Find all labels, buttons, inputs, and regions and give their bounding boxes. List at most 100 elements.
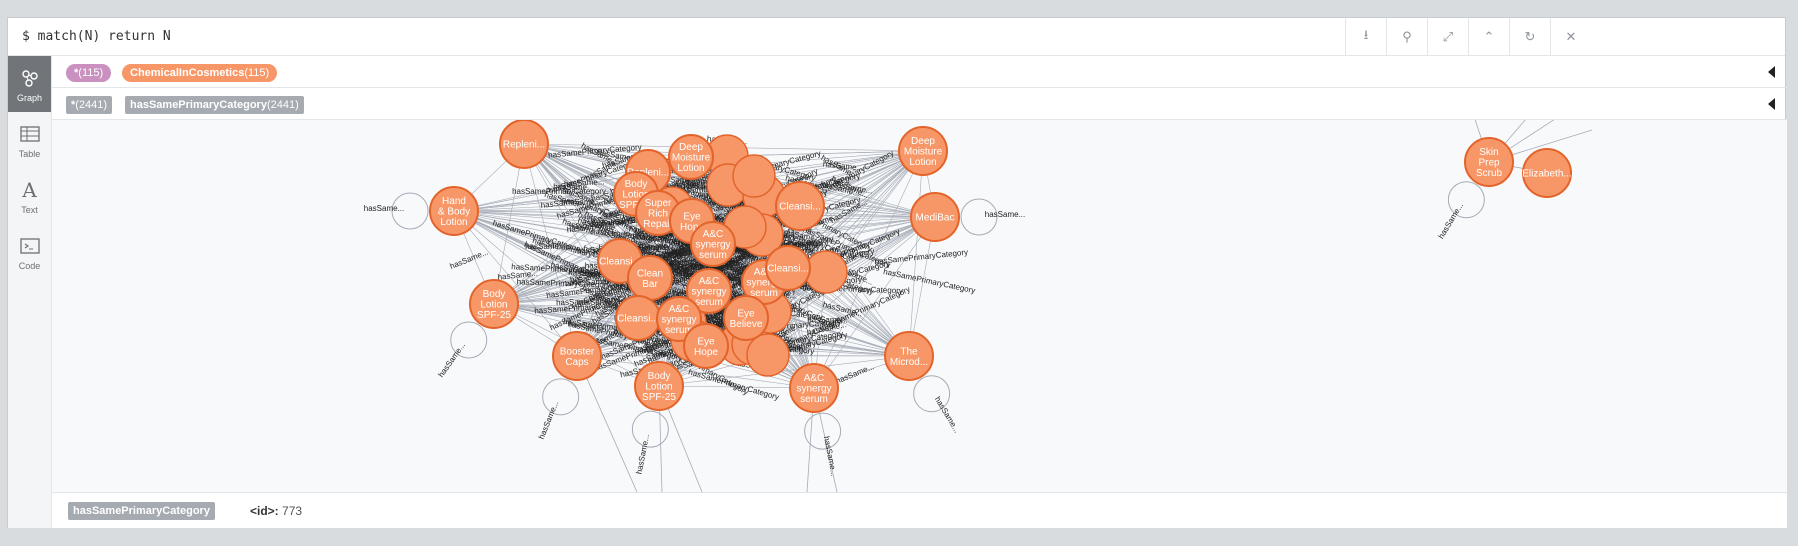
graph-edge[interactable] — [767, 150, 924, 356]
graph-node-caption: serum — [800, 394, 828, 405]
graph-edge[interactable] — [763, 281, 910, 357]
graph-node-caption: Body — [625, 179, 648, 190]
legend-node-chemicalincosmetics[interactable]: ChemicalInCosmetics(115) — [122, 64, 278, 82]
graph-edge[interactable] — [453, 210, 578, 357]
legend-node-all[interactable]: *(115) — [66, 64, 112, 82]
graph-svg[interactable]: hasSame... hasSame... hasSame... hasSame...… — [52, 120, 1787, 492]
graph-node[interactable]: Repleni... — [499, 120, 549, 169]
graph-self-loop[interactable] — [960, 198, 998, 236]
graph-canvas[interactable]: hasSame... hasSame... hasSame... hasSame...… — [52, 120, 1787, 492]
graph-node-caption: Skin — [1479, 147, 1498, 158]
status-id: <id>: 773 — [250, 504, 302, 518]
graph-node-caption: Bar — [642, 279, 658, 290]
graph-edge[interactable] — [908, 150, 924, 357]
graph-node-background[interactable] — [804, 250, 848, 294]
graph-node[interactable]: MediBac — [910, 192, 960, 242]
graph-edge[interactable] — [658, 355, 910, 387]
graph-node-caption: Eye — [683, 211, 701, 222]
collapse-legend-caret-icon[interactable] — [1768, 98, 1775, 110]
sidebar-item-label: Graph — [16, 92, 42, 103]
graph-edge[interactable] — [799, 205, 815, 389]
collapse-legend-caret-icon[interactable] — [1768, 66, 1775, 78]
fullscreen-button[interactable]: ⤢ — [1427, 18, 1468, 55]
graph-self-loop[interactable] — [542, 378, 580, 416]
refresh-icon: ↻ — [1524, 28, 1536, 44]
sidebar-item-table[interactable]: Table — [8, 112, 51, 168]
collapse-button[interactable]: ⌃ — [1468, 18, 1509, 55]
graph-edge[interactable] — [453, 210, 621, 262]
query-text[interactable]: $ match(N) return N — [22, 29, 171, 44]
graph-node[interactable]: Cleansi... — [775, 181, 825, 231]
rerun-button[interactable]: ↻ — [1509, 18, 1550, 55]
graph-edge[interactable] — [493, 143, 525, 305]
graph-node-caption: Rich — [648, 209, 668, 220]
graph-edge[interactable] — [493, 155, 728, 305]
graph-edge[interactable] — [453, 210, 660, 387]
graph-node-background[interactable] — [746, 333, 790, 377]
graph-node-caption: Lotion — [480, 300, 507, 311]
graph-edge-label: hasSame... — [807, 316, 847, 325]
graph-node[interactable]: TheMicrod... — [884, 331, 934, 381]
graph-node[interactable]: Cleansi... — [615, 295, 661, 341]
close-button[interactable]: ✕ — [1550, 18, 1591, 55]
graph-self-loop[interactable] — [804, 412, 842, 450]
graph-node[interactable]: Elizabeth... — [1522, 148, 1572, 198]
graph-node[interactable]: Cleansi... — [765, 245, 811, 291]
graph-edge[interactable] — [493, 303, 693, 341]
graph-edge[interactable] — [825, 150, 924, 273]
sidebar-item-code[interactable]: Code — [8, 224, 51, 280]
sidebar-item-text[interactable]: A Text — [8, 168, 51, 224]
graph-self-loop[interactable] — [913, 375, 951, 413]
graph-edge[interactable] — [453, 210, 639, 319]
graph-self-loop[interactable] — [631, 410, 669, 448]
graph-edge[interactable] — [813, 150, 924, 389]
graph-node-background[interactable] — [732, 154, 776, 198]
graph-edge-label: hasSame... — [687, 262, 728, 272]
graph-edge[interactable] — [493, 212, 659, 305]
graph-edge-label: hasSame... — [634, 242, 675, 253]
download-button[interactable]: ⭳ — [1345, 18, 1386, 55]
graph-node-caption: Moisture — [904, 147, 943, 158]
graph-self-loop[interactable] — [1447, 181, 1485, 219]
pin-button[interactable]: ⚲ — [1386, 18, 1427, 55]
graph-edge[interactable] — [523, 143, 578, 357]
graph-edge[interactable] — [813, 216, 936, 389]
graph-edge[interactable] — [787, 150, 924, 269]
legend-rel-hassameprimarycategory[interactable]: hasSamePrimaryCategory(2441) — [125, 96, 304, 114]
sidebar-item-graph[interactable]: Graph — [8, 56, 51, 112]
collapse-icon: ⌃ — [1483, 28, 1495, 44]
graph-edge[interactable] — [753, 150, 924, 177]
graph-edge[interactable] — [658, 385, 815, 389]
status-rel-type[interactable]: hasSamePrimaryCategory — [68, 502, 215, 520]
graph-self-loop[interactable] — [450, 321, 488, 359]
graph-node-caption: MediBac — [916, 213, 955, 224]
graph-edge[interactable] — [523, 143, 639, 319]
graph-edge-label: hasSame... — [1437, 201, 1466, 240]
graph-edge-label: hasSame... — [553, 182, 594, 192]
graph-edge[interactable] — [493, 193, 637, 305]
status-id-value: 773 — [282, 504, 303, 518]
graph-edge[interactable] — [523, 143, 621, 262]
graph-edge[interactable] — [678, 318, 910, 357]
graph-self-loop[interactable] — [391, 192, 429, 230]
graph-edge[interactable] — [767, 216, 936, 356]
legend-rel-all[interactable]: *(2441) — [66, 96, 113, 114]
graph-edge[interactable] — [576, 355, 815, 389]
graph-node-caption: serum — [699, 250, 727, 261]
query-bar: $ match(N) return N ⭳ ⚲ ⤢ ⌃ ↻ ✕ — [8, 18, 1785, 56]
graph-node-caption: SPF-25 — [642, 392, 676, 403]
graph-node-caption: synergy — [695, 240, 730, 251]
